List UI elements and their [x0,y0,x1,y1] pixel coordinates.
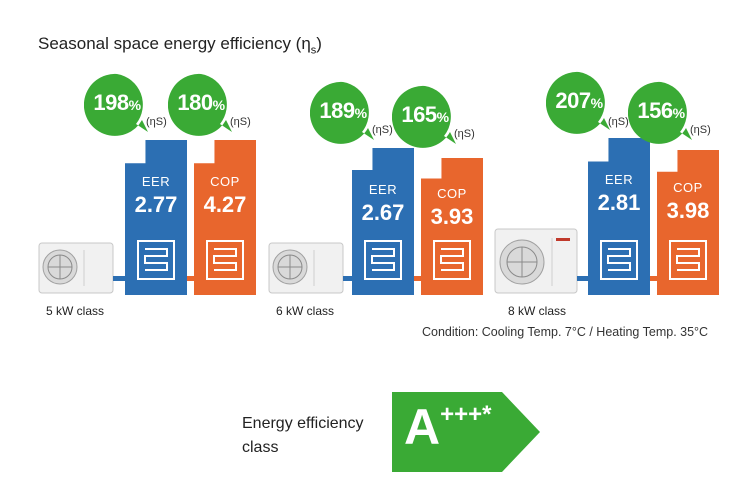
eta-label: (ηS) [690,124,711,136]
outdoor-unit-icon [268,242,344,294]
eer-bar: EER 2.81 [588,138,650,295]
coil-icon [433,240,471,280]
cooling-efficiency-bubble: 198% [84,72,150,138]
cop-value: 3.93 [430,204,474,229]
coil-icon [137,240,175,280]
outdoor-unit-icon [494,228,578,294]
cop-label: COP [437,186,467,201]
outdoor-unit-icon [38,242,114,294]
heating-efficiency-bubble: 180% [168,72,234,138]
pipe [577,276,591,281]
coil-icon [600,240,638,280]
coil-icon [364,240,402,280]
eta-label: (ηS) [454,128,475,140]
cop-bar: COP 3.93 [421,158,483,295]
eer-label: EER [141,174,171,189]
eta-label: (ηS) [372,124,393,136]
pipe [186,276,196,281]
cop-value: 3.98 [666,198,710,223]
coil-icon [206,240,244,280]
cop-bar: COP 3.98 [657,150,719,295]
eta-label: (ηS) [608,116,629,128]
cop-label: COP [210,174,240,189]
eer-bar: EER 2.67 [352,148,414,295]
eer-value: 2.67 [361,200,405,225]
eer-label: EER [604,172,634,187]
cooling-efficiency-bubble: 207% [546,70,612,136]
eta-label: (ηS) [230,116,251,128]
energy-class-label: Energy efficiency class [242,415,364,456]
page-title: Seasonal space energy efficiency (ηs) [38,34,322,57]
pipe [113,276,127,281]
unit-class-label: 8 kW class [508,304,567,318]
energy-class-badge: A+++* [392,392,542,472]
eer-value: 2.81 [597,190,641,215]
heating-efficiency-bubble: 156% [628,80,694,146]
unit-class-label: 5 kW class [46,304,105,318]
arrow-label-icon [392,392,540,472]
cop-label: COP [673,180,703,195]
test-condition-note: Condition: Cooling Temp. 7°C / Heating T… [422,325,709,339]
eer-value: 2.77 [134,192,178,217]
eta-label: (ηS) [146,116,167,128]
eer-label: EER [368,182,398,197]
pipe [343,276,355,281]
coil-icon [669,240,707,280]
cop-bar: COP 4.27 [194,140,256,295]
cooling-efficiency-bubble: 189% [310,80,376,146]
pipe [412,276,424,281]
heating-efficiency-bubble: 165% [392,84,458,150]
eer-bar: EER 2.77 [125,140,187,295]
pipe [650,276,660,281]
unit-class-label: 6 kW class [276,304,335,318]
cop-value: 4.27 [203,192,247,217]
